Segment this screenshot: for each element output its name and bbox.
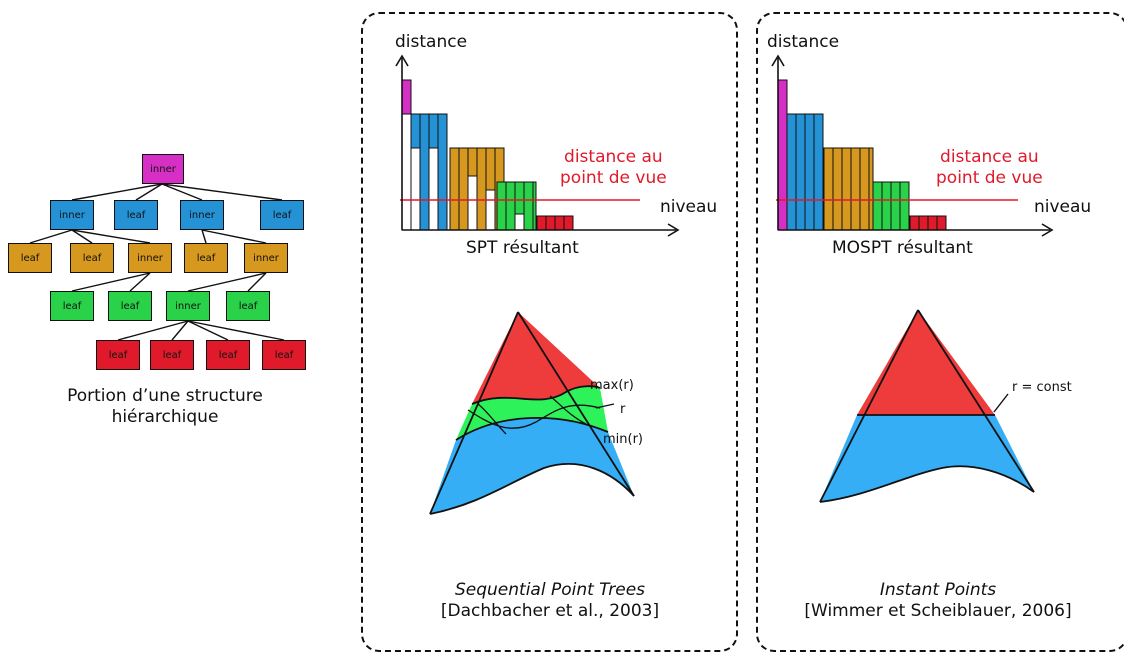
tree-caption-line2: hiérarchique: [111, 407, 219, 427]
spt-cone-label-r: r: [620, 402, 626, 417]
mospt-cone-label-r: r = const: [1012, 380, 1072, 395]
mospt-threshold-label: distance au point de vue: [936, 147, 1043, 189]
spt-bar-white: [401, 113, 412, 231]
mospt-y-axis-label: distance: [767, 32, 840, 52]
spt-chart-title: SPT résultant: [466, 238, 579, 258]
tree-node: inner: [244, 243, 288, 273]
tree-node: leaf: [8, 243, 52, 273]
mospt-bars-orange: [823, 147, 874, 231]
tree-node: leaf: [70, 243, 114, 273]
arrow-up-icon: [395, 54, 409, 67]
spt-histogram: [395, 54, 680, 237]
spt-threshold-label-line2: point de vue: [560, 168, 667, 188]
tree-node: leaf: [150, 340, 194, 370]
tree-node: leaf: [262, 340, 306, 370]
node-label: leaf: [108, 349, 128, 361]
tree-node-root: inner: [142, 154, 184, 184]
mospt-bars-red: [909, 215, 947, 231]
tree-node: leaf: [260, 200, 304, 230]
spt-bar-magenta: [401, 79, 412, 115]
tree-node: leaf: [108, 291, 152, 321]
cone-red-region: [857, 310, 995, 415]
mospt-histogram: [771, 54, 1054, 237]
tree-node: leaf: [96, 340, 140, 370]
node-label: leaf: [196, 252, 216, 264]
spt-x-axis-label: niveau: [660, 197, 718, 217]
mospt-cone: [819, 309, 1035, 503]
node-label: leaf: [272, 209, 292, 221]
tree-node: leaf: [226, 291, 270, 321]
arrow-right-icon: [667, 223, 680, 237]
spt-cone-label-min: min(r): [603, 432, 644, 447]
spt-bars-red: [536, 215, 574, 231]
mospt-caption-title: Instant Points: [879, 580, 997, 600]
tree-node: inner: [166, 291, 210, 321]
node-label: inner: [59, 209, 85, 221]
tree-node: leaf: [114, 200, 158, 230]
mospt-bars-blue: [786, 113, 824, 231]
node-label: leaf: [274, 349, 294, 361]
r-const-pointer-line: [993, 393, 1009, 413]
cone-red-region: [472, 312, 600, 404]
spt-caption-citation: [Dachbacher et al., 2003]: [440, 601, 660, 621]
tree-caption-line1: Portion d’une structure: [67, 386, 263, 406]
node-label: leaf: [238, 300, 258, 312]
spt-threshold-label: distance au point de vue: [560, 147, 667, 189]
node-label: inner: [150, 163, 176, 175]
arrow-right-icon: [1041, 223, 1054, 237]
r-pointer-line: [595, 403, 615, 409]
hierarchy-tree: inner inner leaf inner leaf leaf leaf in…: [0, 140, 330, 380]
tree-node: inner: [50, 200, 94, 230]
cone-green-region: [456, 386, 608, 440]
node-label: leaf: [218, 349, 238, 361]
mospt-x-axis-label: niveau: [1034, 197, 1092, 217]
spt-y-axis-label: distance: [395, 32, 468, 52]
node-label: leaf: [120, 300, 140, 312]
node-label: leaf: [62, 300, 82, 312]
mospt-bar-magenta: [777, 79, 788, 231]
mospt-bars-green: [872, 181, 910, 231]
tree-node: leaf: [50, 291, 94, 321]
tree-caption: Portion d’une structure hiérarchique: [10, 386, 320, 428]
node-label: inner: [137, 252, 163, 264]
spt-bars-green: [496, 181, 537, 231]
mospt-threshold-label-line1: distance au: [940, 147, 1039, 167]
tree-node: inner: [128, 243, 172, 273]
cone-blue-region: [430, 417, 634, 514]
spt-bars-orange: [449, 147, 505, 231]
node-label: inner: [189, 209, 215, 221]
spt-bars-blue: [410, 113, 448, 231]
tree-edges: [29, 183, 285, 341]
arrow-up-icon: [771, 54, 785, 67]
mospt-caption: Instant Points [Wimmer et Scheiblauer, 2…: [758, 580, 1118, 622]
node-label: inner: [175, 300, 201, 312]
node-label: inner: [253, 252, 279, 264]
tree-node: inner: [180, 200, 224, 230]
node-label: leaf: [126, 209, 146, 221]
spt-cone-label-max: max(r): [590, 378, 634, 393]
node-label: leaf: [20, 252, 40, 264]
node-label: leaf: [162, 349, 182, 361]
tree-node: leaf: [184, 243, 228, 273]
spt-threshold-label-line1: distance au: [564, 147, 663, 167]
node-label: leaf: [82, 252, 102, 264]
tree-node: leaf: [206, 340, 250, 370]
mospt-caption-citation: [Wimmer et Scheiblauer, 2006]: [804, 601, 1072, 621]
mospt-chart-title: MOSPT résultant: [832, 238, 973, 258]
spt-caption: Sequential Point Trees [Dachbacher et al…: [370, 580, 730, 622]
cone-blue-region: [820, 415, 1034, 502]
mospt-threshold-label-line2: point de vue: [936, 168, 1043, 188]
spt-caption-title: Sequential Point Trees: [454, 580, 646, 600]
spt-cone: [429, 311, 635, 515]
